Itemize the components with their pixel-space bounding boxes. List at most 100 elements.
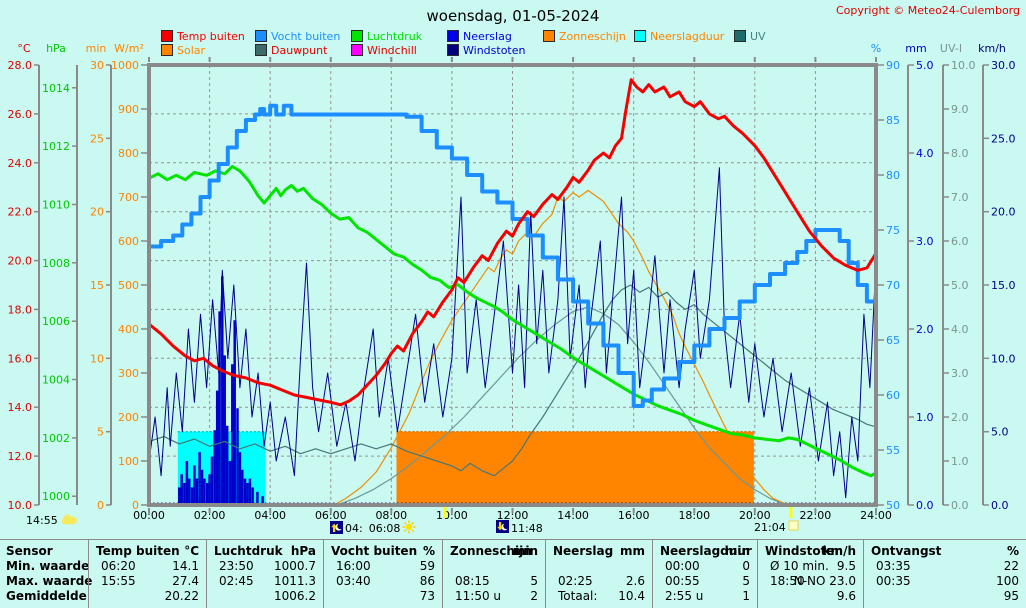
- svg-text:6.0: 6.0: [951, 235, 969, 248]
- svg-text:10.0: 10.0: [8, 499, 33, 512]
- svg-text:mm: mm: [905, 42, 926, 55]
- table-value-cell: 11:50 u: [455, 589, 502, 603]
- svg-text:km/h: km/h: [978, 42, 1006, 55]
- legend-swatch: [255, 44, 267, 56]
- svg-text:25.0: 25.0: [991, 132, 1016, 145]
- table-column-neerslag: Neerslag mm 02:25 2.6 Totaal: 10.4: [545, 540, 653, 608]
- table-value-cell: Ø 10 min.: [770, 559, 829, 573]
- svg-text:9.0: 9.0: [951, 103, 969, 116]
- legend-label: Neerslag: [463, 29, 512, 43]
- table-column-neerslagduur: Neerslagduur min 00:00 0 00:55 5 2:55 u 1: [652, 540, 758, 608]
- svg-text:70: 70: [886, 279, 900, 292]
- svg-text:UV-I: UV-I: [940, 42, 962, 55]
- table-value-cell: 08:15: [455, 574, 490, 588]
- svg-text:04:00: 04:00: [254, 509, 286, 522]
- svg-text:8.0: 8.0: [951, 147, 969, 160]
- svg-text:5: 5: [97, 426, 104, 439]
- copyright-text: Copyright © Meteo24-Culemborg: [836, 4, 1020, 17]
- sunrise-time: 06:08: [368, 522, 401, 535]
- svg-text:18.0: 18.0: [8, 303, 33, 316]
- legend-swatch: [543, 30, 555, 42]
- table-value-cell: 14.1: [172, 559, 199, 573]
- svg-text:55: 55: [886, 444, 900, 457]
- legend-swatch: [734, 30, 746, 42]
- page-title: woensdag, 01-05-2024: [426, 7, 600, 25]
- svg-text:1.0: 1.0: [951, 455, 969, 468]
- legend-item-neerslagduur: Neerslagduur: [634, 30, 724, 42]
- legend-label: Luchtdruk: [367, 29, 423, 43]
- legend-item-dauwpunt: Dauwpunt: [255, 44, 327, 56]
- svg-text:5.0: 5.0: [916, 59, 934, 72]
- legend-item-temp-buiten: Temp buiten: [161, 30, 245, 42]
- svg-text:600: 600: [118, 235, 139, 248]
- svg-text:°C: °C: [17, 42, 31, 55]
- legend-swatch: [447, 30, 459, 42]
- table-header-cell: Windstoten: [765, 544, 844, 558]
- svg-text:0.0: 0.0: [991, 499, 1009, 512]
- table-value-cell: 1: [742, 589, 750, 603]
- svg-text:4.0: 4.0: [916, 147, 934, 160]
- svg-text:min: min: [86, 42, 107, 55]
- table-value-cell: 2:55 u: [665, 589, 704, 603]
- table-value-cell: 9.6: [836, 589, 856, 603]
- svg-text:90: 90: [886, 59, 900, 72]
- legend-swatch: [161, 30, 173, 42]
- table-value-cell: 1006.2: [274, 589, 316, 603]
- table-row-label: Sensor: [6, 544, 53, 558]
- moonrise-sunrise-marker: 04: 06:08: [328, 520, 418, 537]
- svg-text:15.0: 15.0: [991, 279, 1016, 292]
- table-column-ontvangst: Ontvangst% 03:35 22 00:35 100 95: [863, 540, 1026, 608]
- svg-text:5.0: 5.0: [951, 279, 969, 292]
- table-row-label: Gemiddelde: [6, 589, 87, 603]
- svg-text:16:00: 16:00: [618, 509, 650, 522]
- table-header-cell: Neerslag: [553, 544, 614, 558]
- table-column-windstoten: Windstoten km/h Ø 10 min. 9.5 18:50 N-NO 23.0…: [757, 540, 864, 608]
- table-value-cell: 00:55: [665, 574, 700, 588]
- legend-label: Temp buiten: [177, 29, 245, 43]
- moonset-icon: [494, 520, 511, 536]
- table-value-cell: 5: [530, 574, 538, 588]
- table-value-cell: 03:40: [336, 574, 371, 588]
- table-header-cell: hPa: [290, 544, 316, 558]
- svg-text:22.0: 22.0: [8, 206, 33, 219]
- table-value-cell: 23:50: [219, 559, 254, 573]
- table-value-cell: 86: [419, 574, 435, 588]
- svg-text:1000: 1000: [111, 59, 139, 72]
- legend-item-uv: UV: [734, 30, 766, 42]
- svg-text:30: 30: [90, 59, 104, 72]
- legend-label: Solar: [177, 43, 206, 57]
- svg-text:25: 25: [90, 132, 104, 145]
- legend-item-zonneschijn: Zonneschijn: [543, 30, 626, 42]
- svg-text:7.0: 7.0: [951, 191, 969, 204]
- svg-text:65: 65: [886, 334, 900, 347]
- table-value-cell: 95: [1003, 589, 1019, 603]
- svg-text:800: 800: [118, 147, 139, 160]
- table-header-cell: min: [724, 544, 750, 558]
- legend-swatch: [447, 44, 459, 56]
- svg-text:900: 900: [118, 103, 139, 116]
- table-value-cell: 00:00: [665, 559, 700, 573]
- table-value-cell: 10.4: [618, 589, 645, 603]
- svg-text:10.0: 10.0: [991, 352, 1016, 365]
- svg-text:30.0: 30.0: [991, 59, 1016, 72]
- table-header-cell: Temp buiten: [96, 544, 180, 558]
- svg-text:1008: 1008: [42, 257, 70, 270]
- svg-text:500: 500: [118, 279, 139, 292]
- table-header-cell: %: [1006, 544, 1019, 558]
- svg-text:200: 200: [118, 411, 139, 424]
- legend-item-vocht-buiten: Vocht buiten: [255, 30, 340, 42]
- svg-text:75: 75: [886, 224, 900, 237]
- svg-text:20.0: 20.0: [8, 255, 33, 268]
- legend-item-solar: Solar: [161, 44, 205, 56]
- table-header-cell: Vocht buiten: [331, 544, 418, 558]
- legend-label: UV: [750, 29, 766, 43]
- table-value-cell: 9.5: [836, 559, 856, 573]
- svg-text:4.0: 4.0: [951, 323, 969, 336]
- legend-label: Windstoten: [463, 43, 526, 57]
- table-value-cell: 2: [530, 589, 538, 603]
- svg-text:14:00: 14:00: [557, 509, 589, 522]
- svg-text:300: 300: [118, 367, 139, 380]
- table-row-label: Max. waarde: [6, 574, 93, 588]
- svg-text:26.0: 26.0: [8, 108, 33, 121]
